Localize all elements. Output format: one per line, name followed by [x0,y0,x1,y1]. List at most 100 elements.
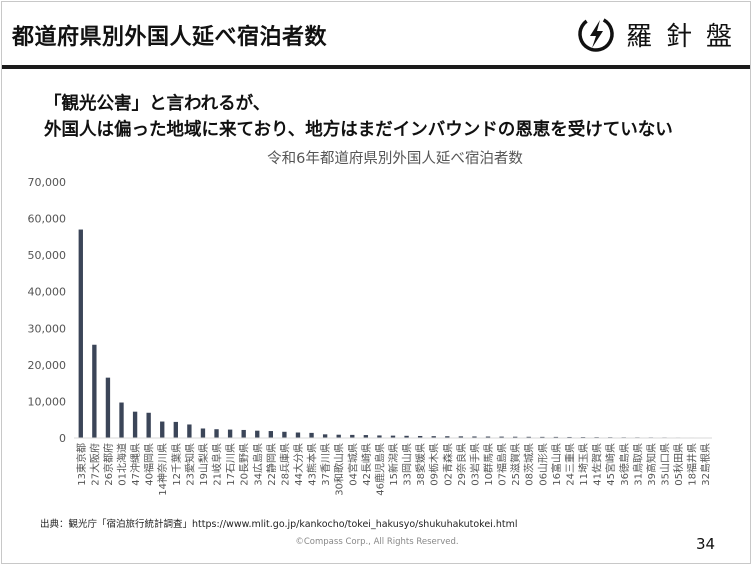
x-tick-label: 13東京都 [75,443,88,486]
y-tick-label: 0 [59,432,66,445]
bar [540,436,545,438]
x-tick-label: 11埼玉県 [577,443,590,486]
y-tick-label: 40,000 [28,286,67,299]
title-rule [2,65,750,69]
x-tick-label: 23愛知県 [183,443,196,486]
bar [512,436,518,438]
page-number: 34 [696,535,716,553]
bar [322,434,328,438]
y-tick-label: 60,000 [28,213,67,226]
x-tick-label: 45宮崎県 [604,443,617,486]
x-tick-label: 22静岡県 [265,443,278,486]
bar [132,411,138,438]
x-axis: 13東京都 27大阪府 26京都府 01北海道 47沖縄県 40福岡県 14神奈川県 12千葉… [74,437,712,496]
bar [377,435,382,438]
x-tick-label: 07福島県 [496,443,509,486]
x-tick-label: 05秋田県 [672,443,685,486]
bar [105,377,111,438]
x-tick-label: 02青森県 [441,443,454,486]
x-tick-label: 09栃木県 [428,443,441,486]
bar [472,436,477,438]
bar [295,432,301,438]
copyright: ©Compass Corp., All Rights Reserved. [295,537,459,547]
x-tick-label: 04宮城県 [346,443,359,486]
x-tick-label: 24三重県 [563,443,576,486]
x-tick-label: 10群馬県 [482,443,495,486]
x-tick-label: 29奈良県 [455,443,468,486]
bar [309,432,314,438]
bar [119,402,124,438]
bar [350,434,355,438]
headline-line-1: 「観光公害」と言われるが、 [44,94,271,114]
x-tick-label: 26京都府 [102,443,115,486]
compass-logo-icon [578,16,614,52]
x-tick-label: 39高知県 [645,443,658,486]
x-tick-label: 03岩手県 [468,443,481,486]
x-tick-label: 25滋賀県 [509,443,522,486]
bars [78,229,708,439]
bar [567,436,572,438]
bar [390,435,396,438]
y-tick-label: 30,000 [28,322,67,335]
bar [173,421,178,438]
bar [417,435,423,438]
x-tick-label: 40福岡県 [143,443,156,486]
x-tick-label: 35山口県 [659,443,671,486]
x-tick-label: 36徳島県 [618,443,631,486]
x-tick-label: 33岡山県 [402,443,414,486]
bar [445,436,450,438]
x-tick-label: 18福井県 [686,443,699,486]
logo-text: 羅針盤 [626,22,747,52]
chart-title: 令和6年都道府県別外国人延べ宿泊者数 [267,150,523,167]
bar-chart: 令和6年都道府県別外国人延べ宿泊者数 0 10,000 20,000 30,000 40… [28,150,713,496]
x-tick-label: 16富山県 [550,443,563,486]
bar [485,436,491,438]
x-tick-label: 19山梨県 [197,443,210,486]
y-tick-label: 20,000 [28,359,67,372]
bar [187,424,192,438]
page-title: 都道府県別外国人延べ宿泊者数 [12,25,328,50]
bar [200,428,206,438]
x-tick-label: 34広島県 [251,443,264,486]
y-tick-label: 70,000 [28,176,67,189]
x-tick-label: 31鳥取県 [631,443,644,486]
y-tick-label: 10,000 [28,395,67,408]
bar [146,412,151,438]
bar [282,431,287,438]
bar [78,229,83,438]
bar [336,434,341,438]
x-tick-label: 42長崎県 [360,443,373,486]
x-tick-label: 28兵庫県 [278,443,291,486]
x-tick-label: 20長野県 [239,443,251,486]
x-tick-label: 43熊本県 [306,443,319,486]
bar [499,436,504,438]
bar [241,429,246,438]
x-tick-label: 47沖縄県 [129,443,142,486]
x-tick-label: 38愛媛県 [414,443,427,486]
bar [553,436,559,438]
headline-line-2: 外国人は偏った地域に来ており、地方はまだインバウンドの恩恵を受けていない [44,120,673,140]
x-tick-label: 32島根県 [699,443,712,486]
source-note: 出典：観光庁「宿泊旅行統計調査」https://www.mlit.go.jp/k… [40,519,518,530]
x-tick-label: 17石川県 [225,443,237,486]
x-tick-label: 46鹿児島県 [373,443,386,496]
x-tick-label: 30和歌山県 [333,443,346,496]
bar [227,429,233,438]
x-tick-label: 41佐賀県 [592,443,604,486]
x-tick-label: 15新潟県 [387,443,400,486]
bar [255,430,260,438]
bar [160,421,165,438]
x-tick-label: 44大分県 [292,443,305,486]
bar [92,344,97,438]
bar [431,436,436,438]
x-tick-label: 01北海道 [116,443,129,486]
x-tick-label: 06山形県 [537,443,549,486]
x-tick-label: 21岐阜県 [211,443,224,486]
y-axis: 0 10,000 20,000 30,000 40,000 50,000 60,000 70,… [28,176,67,445]
bar [268,431,274,438]
bar [363,435,369,438]
x-tick-label: 14神奈川県 [156,443,169,496]
x-tick-label: 27大阪府 [88,443,101,486]
x-tick-label: 37香川県 [320,443,332,486]
